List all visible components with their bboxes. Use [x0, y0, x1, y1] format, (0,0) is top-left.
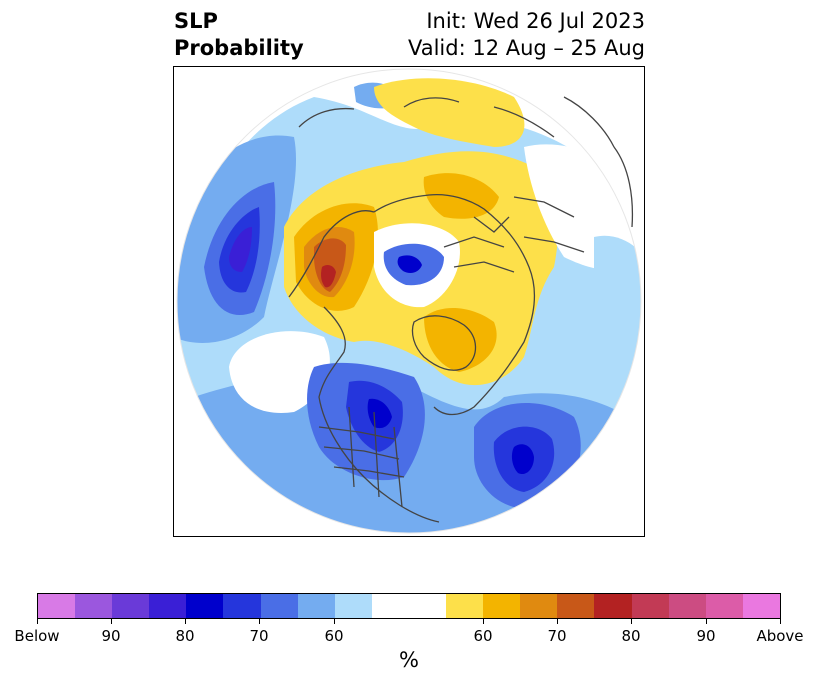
colorbar-tickmark — [185, 619, 186, 624]
colorbar-segment — [186, 594, 224, 618]
low-east-light — [594, 235, 641, 317]
colorbar-segment — [371, 594, 409, 618]
colorbar-tickmark — [483, 619, 484, 624]
colorbar-tick-label: 60 — [324, 627, 344, 645]
colorbar-tick-label: 70 — [547, 627, 567, 645]
title-line-1: SLP — [174, 9, 218, 33]
colorbar-segment — [631, 594, 669, 618]
colorbar-segment — [38, 594, 76, 618]
colorbar-segment — [75, 594, 113, 618]
colorbar-segment — [260, 594, 298, 618]
colorbar-segment — [705, 594, 743, 618]
colorbar-tick-label: Below — [14, 627, 60, 645]
high-red — [321, 264, 336, 288]
colorbar-tickmark — [37, 619, 38, 624]
colorbar-segment — [446, 594, 484, 618]
colorbar-segment — [483, 594, 521, 618]
low-atlantic-deep — [511, 444, 534, 475]
forecast-dates: Init: Wed 26 Jul 2023 Valid: 12 Aug – 25… — [408, 8, 645, 62]
polar-map — [176, 68, 642, 534]
colorbar-segment — [408, 594, 447, 618]
map-title: SLP Probability — [174, 8, 304, 62]
colorbar-segment — [297, 594, 335, 618]
colorbar-tick-label: 60 — [473, 627, 493, 645]
colorbar-segment — [594, 594, 632, 618]
high-orange-east — [424, 307, 497, 372]
colorbar-segment — [668, 594, 706, 618]
colorbar-tick-label: 90 — [696, 627, 716, 645]
colorbar-segment — [334, 594, 372, 618]
colorbar-tickmark — [557, 619, 558, 624]
colorbar-unit: % — [399, 648, 419, 672]
low-west-deep — [229, 227, 252, 272]
colorbar-tickmark — [780, 619, 781, 624]
colorbar-segment — [520, 594, 558, 618]
valid-range: Valid: 12 Aug – 25 Aug — [407, 36, 645, 60]
colorbar-tick-label: 70 — [249, 627, 269, 645]
colorbar-tick-label: 80 — [175, 627, 195, 645]
colorbar-tick-label: 80 — [621, 627, 641, 645]
gap-white-mid — [229, 331, 330, 413]
high-yellow-north — [374, 78, 525, 147]
colorbar-tick-label: 90 — [101, 627, 121, 645]
colorbar-tickmark — [111, 619, 112, 624]
title-line-2: Probability — [174, 36, 304, 60]
colorbar-tickmark — [259, 619, 260, 624]
colorbar-tickmark — [334, 619, 335, 624]
init-date: Init: Wed 26 Jul 2023 — [426, 9, 645, 33]
low-arctic-deep — [397, 255, 422, 273]
colorbar-segment — [112, 594, 150, 618]
globe-edge — [176, 68, 642, 534]
colorbar-segment — [742, 594, 780, 618]
low-namerica-deep — [367, 398, 392, 429]
colorbar-tickmark — [706, 619, 707, 624]
colorbar-segment — [223, 594, 261, 618]
coastlines — [288, 96, 634, 523]
colorbar-tickmark — [631, 619, 632, 624]
colorbar-segment — [557, 594, 595, 618]
high-orange-north — [423, 173, 499, 219]
map-panel — [173, 66, 645, 537]
colorbar-segment — [149, 594, 187, 618]
colorbar — [37, 593, 781, 619]
colorbar-tick-label: Above — [756, 627, 804, 645]
